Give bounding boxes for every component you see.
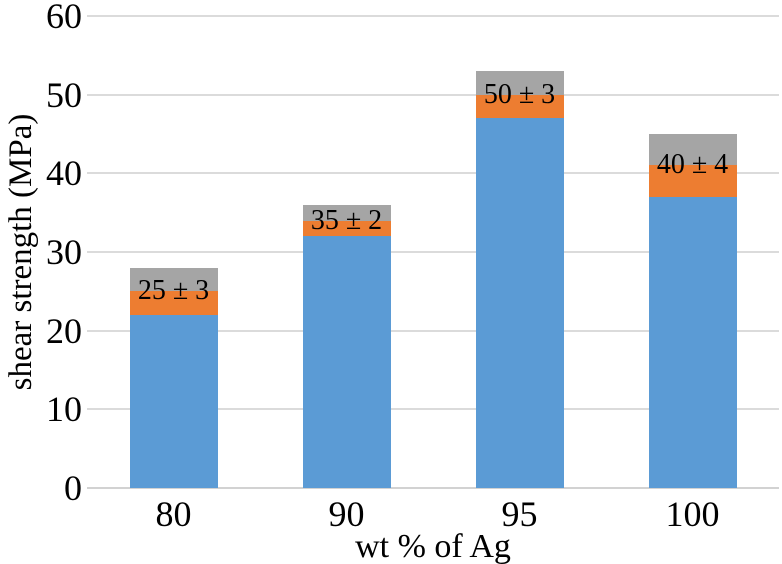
y-gridline	[87, 172, 779, 175]
bar-value-label: 25 ± 3	[137, 275, 210, 307]
bar-segment-base	[302, 236, 391, 488]
bar-value-label: 40 ± 4	[656, 149, 729, 181]
bar-value-label: 35 ± 2	[310, 204, 383, 236]
bar-segment-error-upper	[475, 71, 564, 95]
y-tick-label: 40	[46, 153, 82, 194]
x-tick-label: 80	[155, 494, 192, 534]
bar-segment-base	[475, 118, 564, 488]
x-tick-label: 95	[501, 494, 538, 534]
x-axis-line	[87, 487, 779, 489]
y-gridline	[87, 15, 779, 17]
x-axis-title: wt % of Ag	[355, 528, 511, 564]
y-tick-label: 60	[46, 0, 82, 36]
y-gridline	[87, 329, 779, 332]
bar-segment-error-lower	[129, 291, 218, 315]
y-gridline	[87, 93, 779, 96]
bar-segment-error-lower	[475, 94, 564, 119]
y-gridline	[87, 408, 779, 411]
bar-value-label: 50 ± 3	[483, 78, 556, 110]
x-tick-label: 90	[328, 494, 365, 534]
y-tick-label: 20	[46, 310, 82, 351]
bar-segment-error-lower	[302, 220, 391, 237]
y-tick-label: 0	[64, 468, 82, 508]
y-tick-label: 30	[46, 232, 82, 272]
bar-segment-base	[129, 314, 218, 488]
bar-segment-error-upper	[648, 134, 737, 166]
bar-segment-base	[648, 196, 737, 488]
x-tick-label: 100	[665, 494, 720, 534]
y-gridline	[87, 251, 779, 253]
y-tick-label: 10	[46, 389, 82, 430]
bar-segment-error-upper	[129, 267, 218, 292]
y-tick-label: 50	[46, 74, 82, 115]
bar-segment-error-upper	[302, 204, 391, 221]
bar-segment-error-lower	[648, 165, 737, 197]
